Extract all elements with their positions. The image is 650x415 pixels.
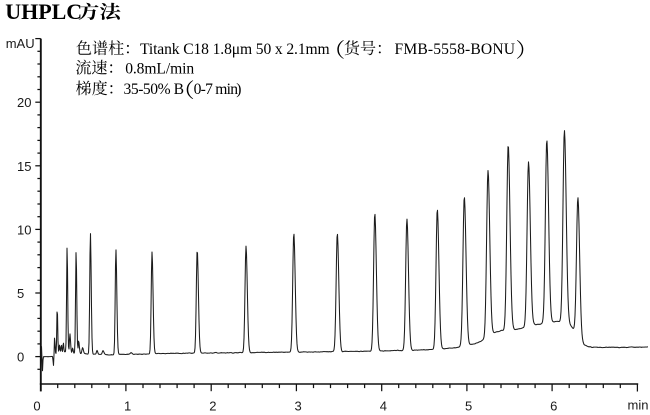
svg-text:1: 1 (124, 398, 131, 413)
svg-text:0: 0 (17, 350, 24, 365)
svg-text:2: 2 (209, 398, 216, 413)
svg-text:20: 20 (17, 95, 31, 110)
svg-text:min: min (628, 398, 649, 413)
svg-text:10: 10 (17, 222, 31, 237)
svg-text:5: 5 (465, 398, 472, 413)
svg-text:Titank C18 1.8μm 50 x 2.1mm: Titank C18 1.8μm 50 x 2.1mm (140, 41, 330, 58)
svg-text:6: 6 (550, 398, 557, 413)
svg-text:mAU: mAU (6, 36, 35, 51)
svg-text:FMB-5558-BONU: FMB-5558-BONU (395, 41, 516, 58)
svg-text:3: 3 (294, 398, 301, 413)
svg-text:15: 15 (17, 159, 31, 174)
svg-text:35-50% B: 35-50% B (124, 81, 184, 98)
svg-text:UHPLC: UHPLC (5, 0, 82, 24)
svg-text:0: 0 (33, 398, 40, 413)
svg-text:4: 4 (380, 398, 387, 413)
svg-text:0.8mL/min: 0.8mL/min (125, 60, 194, 77)
svg-text:): ) (236, 81, 241, 98)
svg-text:5: 5 (17, 286, 24, 301)
svg-text:0-7 min: 0-7 min (194, 81, 239, 98)
